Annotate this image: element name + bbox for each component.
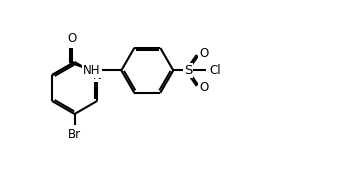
Text: O: O [68,32,77,45]
Text: S: S [184,64,192,77]
Text: Cl: Cl [210,64,221,77]
Text: NH: NH [83,64,100,77]
Text: N: N [93,68,102,81]
Text: O: O [199,81,209,94]
Text: O: O [199,47,209,60]
Text: Br: Br [68,128,81,141]
